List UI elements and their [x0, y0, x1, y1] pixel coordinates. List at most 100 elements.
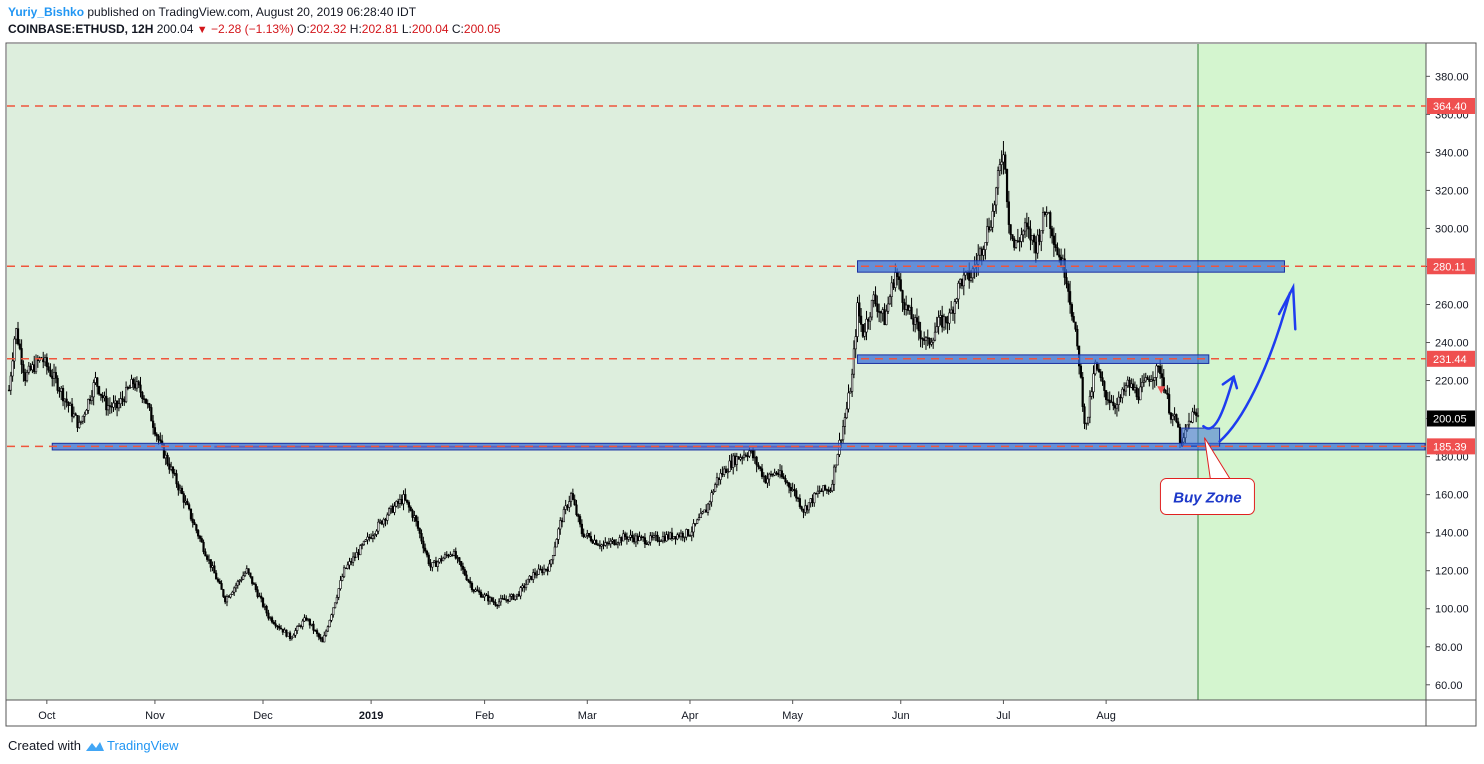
- candle-body: [362, 540, 365, 546]
- candle-body: [323, 635, 326, 643]
- candle-body: [427, 554, 430, 565]
- tradingview-logo[interactable]: TradingView: [85, 738, 179, 754]
- candle-body: [548, 563, 551, 572]
- candle-body: [1177, 421, 1180, 428]
- candle-body: [901, 290, 904, 303]
- candle-body: [823, 485, 827, 490]
- level-zone[interactable]: [1181, 427, 1221, 447]
- candle-body: [333, 602, 337, 609]
- candle-body: [370, 537, 373, 539]
- candle-body: [854, 336, 857, 350]
- candle-body: [896, 272, 899, 277]
- candle-body: [339, 580, 342, 589]
- candle-body: [1083, 406, 1086, 424]
- candle-body: [49, 369, 52, 377]
- candle-body: [1112, 401, 1115, 406]
- candle-body: [312, 623, 315, 631]
- candle-body: [52, 372, 56, 379]
- candle-body: [256, 589, 259, 597]
- candle-body: [1025, 222, 1028, 227]
- candle-body: [106, 405, 110, 411]
- candle-body: [649, 535, 652, 543]
- candle-body: [982, 249, 985, 256]
- candle-body: [535, 574, 538, 576]
- candle-body: [101, 395, 104, 399]
- candle-body: [94, 377, 97, 383]
- candle-body: [712, 491, 715, 494]
- low-value: 200.04: [411, 22, 449, 36]
- candle-body: [1076, 328, 1079, 347]
- candle-body: [476, 589, 479, 592]
- candle-body: [647, 541, 650, 545]
- candle-body: [935, 326, 938, 333]
- candle-body: [490, 597, 493, 602]
- candle-body: [478, 590, 481, 593]
- candle-body: [813, 492, 816, 504]
- candle-body: [234, 584, 238, 589]
- candle-body: [656, 534, 659, 542]
- buy-zone-callout[interactable]: [1159, 478, 1255, 516]
- candle-body: [569, 493, 573, 502]
- candle-body: [1123, 388, 1126, 392]
- candle-body: [299, 625, 302, 627]
- candle-body: [881, 309, 884, 314]
- candle-body: [497, 601, 501, 606]
- candle-body: [710, 492, 713, 503]
- candle-body: [252, 583, 256, 585]
- candle-body: [25, 372, 29, 382]
- candle-body: [831, 483, 834, 492]
- candle-body: [1106, 399, 1110, 401]
- candle-body: [624, 533, 627, 537]
- candle-body: [825, 489, 828, 491]
- candle-body: [135, 381, 139, 389]
- candle-body: [697, 517, 701, 521]
- candle-body: [1031, 235, 1034, 241]
- candle-body: [335, 597, 338, 604]
- candle-body: [1135, 387, 1138, 398]
- candle-body: [730, 460, 733, 468]
- level-price-label-bg: [1427, 258, 1475, 275]
- candle-body: [461, 565, 465, 570]
- candle-body: [377, 521, 380, 532]
- publish-info: Yuriy_Bishko published on TradingView.co…: [8, 4, 416, 20]
- candle-body: [1141, 382, 1144, 388]
- candle-body: [242, 575, 245, 580]
- candle-body: [22, 364, 25, 373]
- candle-body: [577, 514, 580, 517]
- candle-body: [263, 606, 266, 608]
- candle-body: [744, 454, 747, 457]
- candle-body: [764, 475, 767, 484]
- candle-body: [1169, 412, 1173, 420]
- candle-body: [438, 558, 441, 563]
- candle-body: [908, 306, 911, 311]
- candle-body: [732, 455, 735, 468]
- candle-body: [555, 539, 558, 548]
- candle-body: [678, 534, 681, 537]
- low-label: L:: [401, 22, 412, 36]
- candle-body: [269, 617, 272, 619]
- x-tick-label: Apr: [681, 710, 698, 722]
- candle-body: [330, 614, 333, 621]
- candle-body: [141, 392, 144, 400]
- candle-body: [553, 546, 556, 556]
- candle-body: [281, 628, 284, 633]
- candle-body: [173, 472, 176, 475]
- candle-body: [924, 337, 928, 341]
- candle-body: [224, 596, 227, 603]
- candle-body: [400, 499, 403, 505]
- created-with-text: Created with: [8, 738, 81, 753]
- candle-body: [566, 505, 569, 508]
- level-price-label-bg: [1427, 438, 1475, 455]
- candle-body: [360, 544, 364, 546]
- candle-body: [768, 473, 771, 480]
- candle-body: [503, 598, 506, 601]
- candle-body: [586, 533, 589, 536]
- candle-body: [728, 460, 731, 472]
- y-tick-label: 180.00: [1435, 452, 1469, 464]
- candle-body: [294, 630, 297, 636]
- candle-body: [153, 427, 157, 435]
- author-link[interactable]: Yuriy_Bishko: [8, 5, 85, 19]
- candle-body: [351, 556, 355, 563]
- candle-body: [933, 331, 937, 341]
